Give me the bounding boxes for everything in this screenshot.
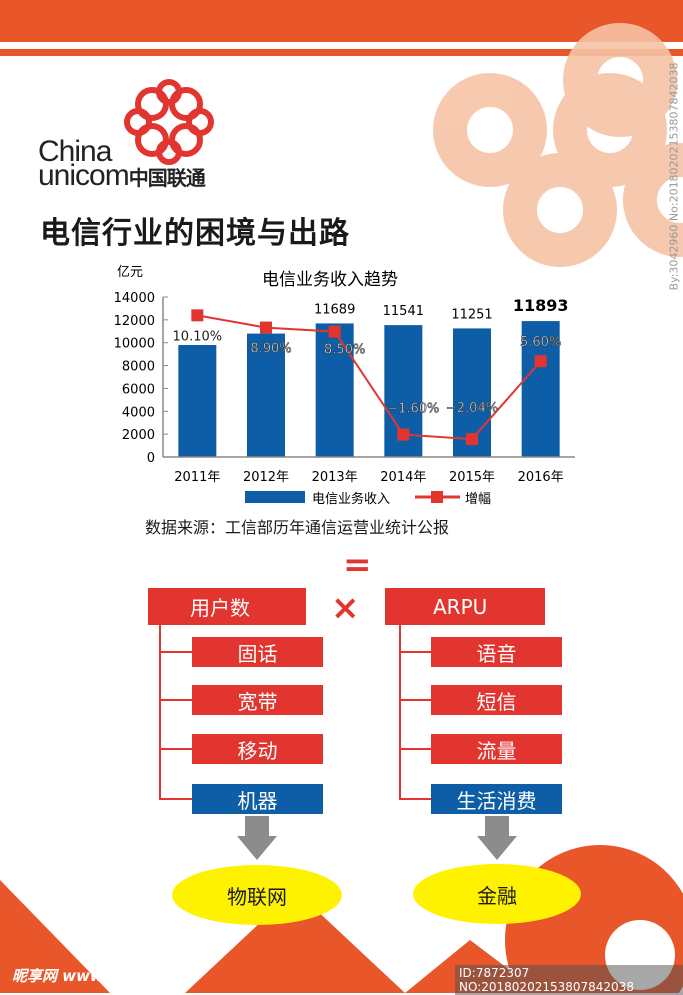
logo-text-china: China [38,135,112,168]
bar-value-label: 11689 [314,302,355,317]
growth-label: 8.50% [324,343,365,358]
data-source: 数据来源：工信部历年通信运营业统计公报 [145,518,450,537]
growth-line [197,314,542,441]
growth-label: 10.10% [173,329,223,344]
growth-marker [328,325,341,338]
arrow-down-icon [477,816,517,860]
growth-marker [260,321,272,334]
y-tick-label: 6000 [122,382,155,397]
item-data-traffic: 流量 [431,734,562,764]
legend-bar-label: 电信业务收入 [312,491,390,507]
x-tick-label: 2014年 [380,470,426,485]
logo-text-cn: 中国联通 [128,168,206,190]
multiply-sign: × [331,588,360,628]
item-mobile: 移动 [192,734,323,764]
y-tick-label: 8000 [122,360,155,375]
result-finance: 金融 [413,864,581,924]
page-title: 电信行业的困境与出路 [40,216,350,251]
watermark-site: 昵享网 www.nipic.cn [12,967,175,985]
equals-sign: = [343,545,372,585]
y-tick-label: 4000 [122,405,155,420]
x-tick-label: 2011年 [174,470,220,485]
y-tick-label: 14000 [114,291,155,306]
growth-marker [191,309,204,322]
item-consumption: 生活消费 [431,784,562,814]
bar-value-label: 11541 [383,304,424,319]
item-voice: 语音 [431,637,562,667]
bar-2011年 [178,345,217,457]
bar-2012年 [247,333,285,457]
y-tick-label: 2000 [122,428,155,443]
item-machine: 机器 [192,784,323,814]
growth-marker [466,433,478,446]
y-axis-unit: 亿元 [117,265,143,280]
growth-marker [397,428,410,441]
arpu-header: ARPU [385,588,545,625]
bar-value-label: 11251 [451,307,492,322]
growth-label: 8.90% [250,342,291,357]
logo-text-unicom: unicom [38,159,130,192]
logo: China unicom中国联通 [38,135,206,192]
legend-line-label: 增幅 [465,492,491,507]
growth-marker [534,355,547,368]
item-landline: 固话 [192,637,323,667]
arrow-down-icon [237,816,277,860]
watermark-id: ID:7872307 NO:20180202153807842038 [455,965,683,995]
item-sms: 短信 [431,685,562,715]
x-tick-label: 2016年 [518,470,564,485]
growth-label: −1.60% [387,402,439,417]
chart-title: 电信业务收入趋势 [262,270,398,290]
result-iot: 物联网 [172,865,342,925]
x-tick-label: 2015年 [449,470,495,485]
growth-label: 5.60% [520,335,561,350]
y-tick-label: 12000 [114,314,155,329]
revenue-chart: 电信业务收入趋势 亿元 0 2000 4000 6000 8000 10000 12000 140… [114,265,575,507]
watermark-side: By:3042960 No:20180202153807842038 [667,62,681,291]
y-tick-label: 10000 [114,337,155,352]
bar-2016年 [521,321,560,457]
bar-value-label: 11893 [513,296,569,315]
y-tick-label: 0 [147,451,155,466]
item-broadband: 宽带 [192,685,323,715]
legend-bar-swatch [245,491,305,503]
x-tick-label: 2013年 [312,470,358,485]
legend-line-marker [431,491,443,503]
bar-2013年 [315,323,354,457]
x-tick-label: 2012年 [243,470,289,485]
users-header: 用户数 [148,588,306,625]
growth-label: −2.04% [446,401,498,416]
